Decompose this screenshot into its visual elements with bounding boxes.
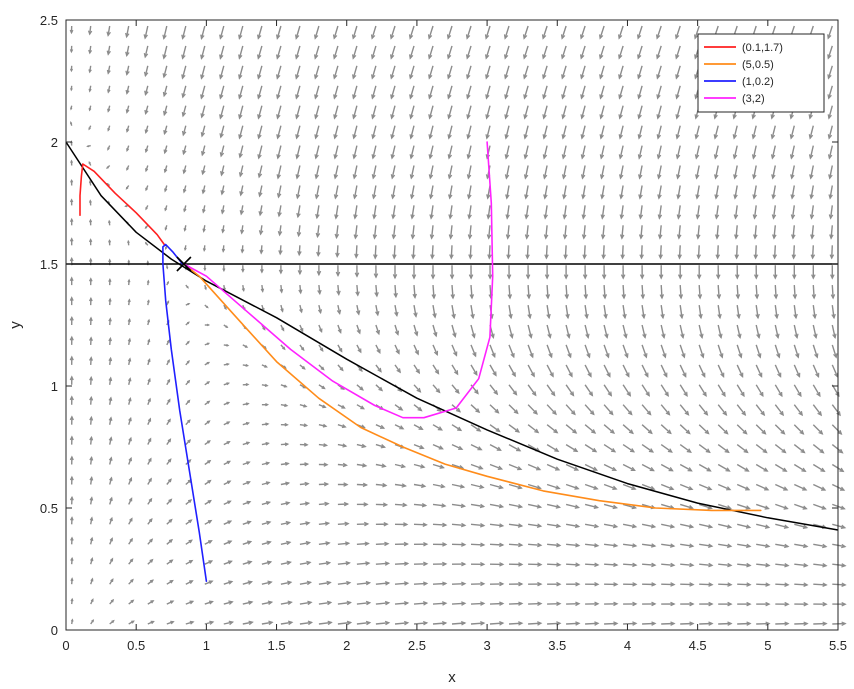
x-tick-label: 3.5 <box>548 638 566 653</box>
x-tick-label: 1 <box>203 638 210 653</box>
y-tick-label: 2.5 <box>40 13 58 28</box>
field-arrow <box>205 324 209 326</box>
legend-label-2: (1,0.2) <box>742 76 774 88</box>
x-tick-label: 4.5 <box>689 638 707 653</box>
y-tick-label: 0.5 <box>40 501 58 516</box>
y-tick-label: 2 <box>51 135 58 150</box>
y-tick-label: 1 <box>51 379 58 394</box>
x-tick-label: 4 <box>624 638 631 653</box>
legend: (0.1,1.7) (5,0.5) (1,0.2) (3,2) <box>698 34 824 112</box>
x-tick-label: 5.5 <box>829 638 847 653</box>
x-tick-label: 3 <box>483 638 490 653</box>
x-tick-label: 5 <box>764 638 771 653</box>
y-tick-label: 0 <box>51 623 58 638</box>
x-axis-label: x <box>448 669 456 684</box>
legend-label-0: (0.1,1.7) <box>742 42 783 54</box>
x-tick-label: 1.5 <box>268 638 286 653</box>
field-arrow <box>71 161 73 166</box>
field-arrow <box>204 265 206 270</box>
field-arrow <box>128 241 130 245</box>
legend-label-3: (3,2) <box>742 93 765 105</box>
x-tick-label: 0.5 <box>127 638 145 653</box>
y-tick-label: 1.5 <box>40 257 58 272</box>
x-tick-label: 2 <box>343 638 350 653</box>
x-tick-label: 0 <box>62 638 69 653</box>
field-arrow <box>71 86 73 90</box>
legend-label-1: (5,0.5) <box>742 59 774 71</box>
x-tick-label: 2.5 <box>408 638 426 653</box>
field-arrow <box>167 265 168 268</box>
y-axis-label: y <box>7 321 24 329</box>
